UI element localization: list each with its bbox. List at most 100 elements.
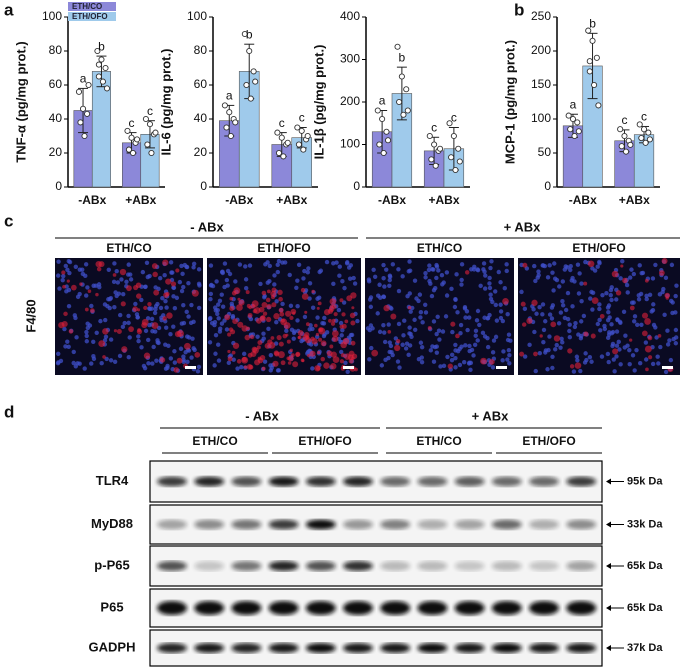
- y-tick-label: 60: [49, 77, 63, 91]
- letter: a: [570, 97, 577, 111]
- nucleus: [179, 263, 184, 269]
- f480-signal: [332, 356, 340, 363]
- nucleus: [673, 293, 678, 299]
- data-point: [274, 129, 281, 136]
- nucleus: [673, 327, 679, 333]
- f480-signal: [488, 359, 495, 365]
- nucleus: [302, 314, 308, 320]
- nucleus: [172, 305, 178, 311]
- nucleus: [381, 262, 386, 268]
- f480-signal: [230, 329, 236, 335]
- f480-signal: [116, 328, 122, 335]
- nucleus: [207, 316, 213, 322]
- nucleus: [103, 317, 108, 323]
- nucleus: [428, 281, 433, 286]
- nucleus: [410, 305, 415, 311]
- nucleus: [567, 322, 572, 327]
- nucleus: [406, 352, 411, 358]
- f480-signal: [665, 296, 669, 300]
- f480-signal: [279, 311, 285, 317]
- y-tick-label: 100: [187, 9, 207, 23]
- f480-signal: [317, 301, 322, 306]
- f480-signal: [266, 303, 272, 310]
- f480-signal: [539, 334, 543, 338]
- x-tick-label: -ABx: [378, 193, 406, 207]
- nucleus: [617, 347, 622, 352]
- nucleus: [112, 305, 117, 310]
- blot-band: [566, 561, 597, 571]
- nucleus: [366, 279, 372, 284]
- nucleus: [120, 324, 126, 330]
- nucleus: [126, 320, 131, 326]
- f480-signal: [329, 298, 337, 305]
- f480-signal: [232, 318, 239, 325]
- nucleus: [180, 271, 185, 277]
- f480-signal: [227, 356, 233, 362]
- nucleus: [224, 277, 230, 283]
- y-tick-label: 60: [194, 77, 208, 91]
- nucleus: [291, 336, 296, 341]
- nucleus: [612, 369, 617, 374]
- size-label: 95k Da: [627, 475, 663, 487]
- stain-label: F4/80: [23, 299, 38, 332]
- f480-signal: [246, 364, 253, 370]
- data-point: [300, 146, 307, 153]
- nucleus: [595, 321, 601, 327]
- f480-signal: [447, 363, 453, 369]
- nucleus: [396, 288, 402, 294]
- letter: c: [279, 116, 285, 130]
- nucleus: [171, 324, 176, 329]
- blot-band: [194, 643, 225, 653]
- nucleus: [575, 358, 580, 363]
- nucleus: [208, 263, 214, 268]
- nucleus: [573, 320, 578, 326]
- nucleus: [579, 298, 584, 304]
- nucleus: [449, 286, 454, 292]
- y-tick-label: 0: [544, 179, 551, 193]
- blot-band: [529, 643, 559, 653]
- nucleus: [560, 340, 565, 345]
- nucleus: [597, 306, 602, 312]
- nucleus: [625, 343, 630, 348]
- nucleus: [345, 369, 350, 374]
- nucleus: [108, 358, 114, 363]
- nucleus: [450, 352, 455, 358]
- nucleus: [552, 261, 557, 266]
- f480-signal: [224, 314, 231, 321]
- nucleus: [673, 310, 678, 315]
- nucleus: [485, 335, 490, 341]
- nucleus: [124, 279, 129, 284]
- data-point: [280, 153, 287, 160]
- nucleus: [61, 273, 66, 279]
- nucleus: [400, 274, 405, 279]
- f480-signal: [314, 323, 318, 328]
- nucleus: [437, 337, 442, 342]
- data-point: [638, 134, 645, 142]
- f480-signal: [350, 340, 356, 346]
- f480-signal: [276, 334, 282, 341]
- f480-signal: [330, 321, 336, 326]
- nucleus: [338, 320, 344, 326]
- nucleus: [609, 322, 614, 327]
- f480-signal: [583, 281, 588, 286]
- nucleus: [502, 285, 507, 291]
- nucleus: [472, 342, 478, 348]
- nucleus: [272, 273, 277, 278]
- cells: [365, 259, 513, 373]
- data-point: [396, 98, 403, 106]
- nucleus: [488, 292, 493, 297]
- nucleus: [606, 359, 611, 365]
- nucleus: [387, 277, 392, 283]
- nucleus: [74, 335, 79, 340]
- f480-signal: [351, 306, 355, 310]
- nucleus: [631, 319, 637, 324]
- nucleus: [126, 355, 131, 360]
- f480-signal: [569, 364, 575, 369]
- f480-signal: [102, 355, 106, 359]
- data-point: [404, 107, 411, 114]
- nucleus: [163, 299, 168, 304]
- blot-band: [380, 561, 411, 571]
- f480-signal: [464, 270, 470, 275]
- y-tick-label: 400: [340, 9, 360, 23]
- f480-signal: [342, 337, 350, 345]
